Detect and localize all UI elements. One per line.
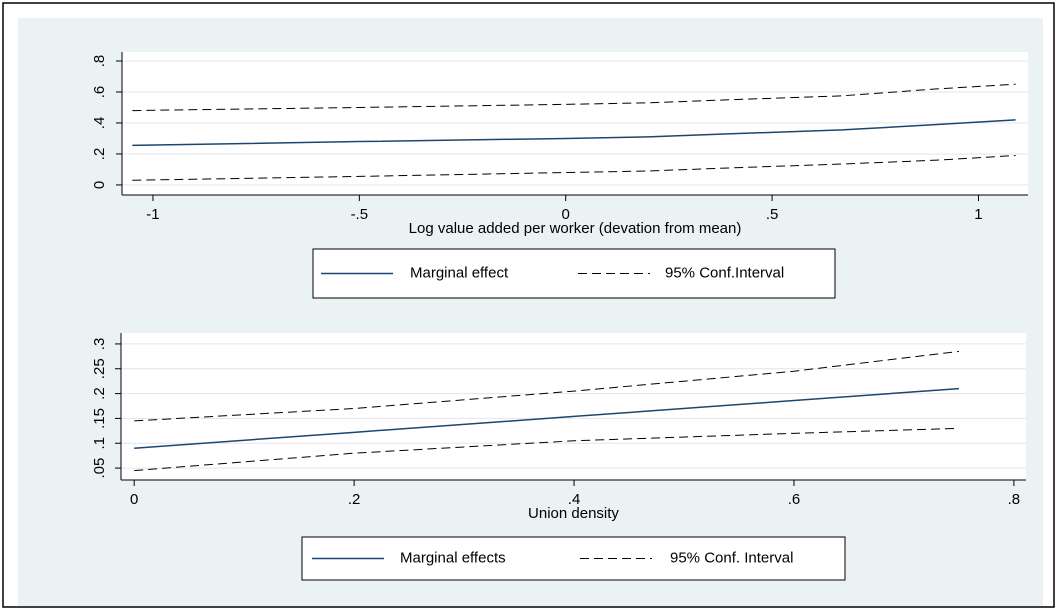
series-line	[132, 119, 1016, 147]
series-line	[134, 427, 959, 472]
x-axis-title: Log value added per worker (devation fro…	[409, 220, 742, 237]
y-tick-label: 0	[91, 181, 108, 189]
legend-box	[301, 536, 846, 581]
plot-region	[121, 333, 1026, 480]
x-tick-label: .4	[568, 491, 581, 508]
x-tick-label: .8	[1008, 491, 1021, 508]
x-tick-label: -.5	[351, 206, 369, 223]
x-tick-label: .5	[766, 206, 779, 223]
y-tick-label: .1	[91, 437, 108, 450]
legend-label: Marginal effects	[400, 549, 506, 566]
y-tick-label: .25	[91, 358, 108, 379]
y-tick-label: .05	[91, 458, 108, 479]
x-tick-label: .2	[348, 491, 361, 508]
plot-region	[122, 52, 1028, 195]
x-tick-label: -1	[146, 206, 159, 223]
y-tick-label: .15	[91, 408, 108, 429]
x-tick-label: 0	[130, 491, 138, 508]
y-tick-label: .4	[91, 117, 108, 130]
series-line	[134, 350, 959, 422]
series-line	[132, 83, 1016, 112]
legend-box	[312, 248, 836, 299]
legend-label: 95% Conf.Interval	[665, 264, 784, 281]
x-axis-title: Union density	[528, 505, 619, 522]
series-line	[134, 387, 959, 449]
series-line	[132, 154, 1016, 181]
y-tick-label: .3	[91, 338, 108, 351]
legend-label: 95% Conf. Interval	[670, 549, 793, 566]
x-tick-label: 0	[562, 206, 570, 223]
x-tick-label: 1	[974, 206, 982, 223]
y-tick-label: .6	[91, 86, 108, 99]
legend-label: Marginal effect	[410, 264, 509, 281]
y-tick-label: .2	[91, 148, 108, 161]
x-tick-label: .6	[788, 491, 801, 508]
y-tick-label: .2	[91, 387, 108, 400]
y-tick-label: .8	[91, 55, 108, 68]
